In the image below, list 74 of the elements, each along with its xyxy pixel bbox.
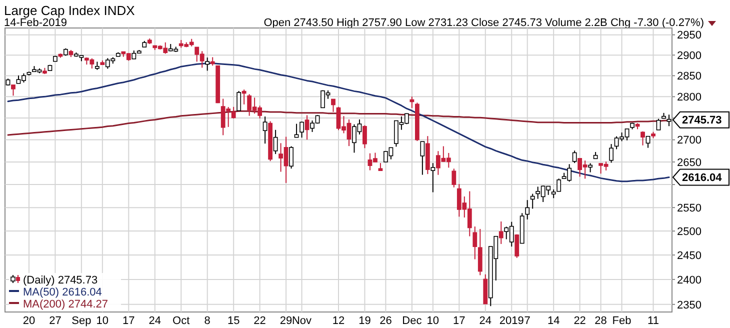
- x-tick-label: 20: [22, 315, 36, 327]
- y-tick-label: 2450: [677, 250, 702, 262]
- legend-label: MA(200) 2744.27: [23, 298, 108, 310]
- candlestick: [656, 118, 661, 130]
- x-tick-label: 24: [479, 315, 492, 327]
- x-tick-label: Nov: [292, 315, 312, 327]
- candlestick: [430, 162, 436, 193]
- x-tick-label: 24: [148, 315, 162, 327]
- x-tick-label: 10: [426, 315, 440, 327]
- x-tick-label: 19: [358, 315, 371, 327]
- x-tick-label: 22: [254, 315, 266, 327]
- x-tick-label: Feb: [612, 315, 632, 327]
- candlestick: [362, 124, 367, 149]
- x-tick-label: 15: [227, 315, 240, 327]
- legend-label: MA(50) 2616.04: [23, 286, 102, 298]
- y-tick-label: 2500: [677, 226, 702, 238]
- x-tick-label: 14: [547, 315, 560, 327]
- x-tick-label: 2019: [499, 315, 524, 327]
- candlestick: [572, 150, 577, 164]
- candlestick: [262, 116, 268, 144]
- candlestick: [588, 162, 593, 173]
- x-tick-label: 11: [648, 315, 659, 327]
- candlestick: [525, 200, 530, 220]
- candlestick: [242, 89, 246, 105]
- chart-subtitle: 14-Feb-2019: [4, 17, 67, 29]
- y-tick-label: 2400: [677, 274, 702, 286]
- chart-title: Large Cap Index INDX: [4, 3, 136, 18]
- y-tick-label: 2350: [677, 299, 702, 312]
- y-tick-label: 2550: [677, 202, 702, 214]
- y-tick-label: 2850: [677, 70, 702, 83]
- x-tick-label: 22: [574, 315, 586, 327]
- candlestick: [609, 144, 614, 164]
- candlestick: [420, 141, 425, 176]
- x-tick-label: 17: [122, 315, 135, 327]
- line-series: [7, 62, 670, 182]
- x-tick-label: Oct: [172, 315, 190, 327]
- x-tick-label: 12: [332, 315, 345, 327]
- annotation: Open 2743.50 High 2757.90 Low 2731.23 Close 2745.73 Volume 2.2B Chg -7.30 (-0.27%): [264, 17, 704, 29]
- x-tick-label: 29: [280, 315, 292, 327]
- y-tick-label: 2800: [677, 92, 702, 104]
- text: 2745.73: [682, 114, 722, 127]
- candlestick: [472, 226, 478, 260]
- candlestick: [11, 84, 16, 96]
- x-tick-label: Dec: [402, 315, 422, 327]
- x-tick-label: Sep: [72, 315, 92, 327]
- y-tick-label: 2900: [677, 50, 702, 62]
- y-tick-label: 2950: [677, 30, 702, 42]
- candlestick: [646, 136, 650, 148]
- x-tick-label: 26: [380, 315, 392, 327]
- y-tick-label: 2650: [677, 156, 702, 169]
- candlestick: [640, 130, 645, 146]
- candlestick: [289, 146, 294, 170]
- candlestick: [331, 98, 336, 112]
- text: 2616.04: [682, 172, 723, 184]
- candlestick: [304, 114, 310, 140]
- candlestick: [236, 90, 242, 112]
- candlestick: [498, 220, 504, 244]
- candlestick: [300, 121, 304, 138]
- candlestick: [514, 234, 520, 258]
- x-tick-label: 7: [524, 315, 530, 327]
- x-tick-label: 8: [204, 315, 210, 327]
- x-tick-label: 27: [49, 315, 62, 327]
- x-tick-label: 17: [453, 315, 466, 327]
- candlestick: [273, 129, 278, 155]
- candlestick: [478, 228, 482, 276]
- candlestick: [205, 57, 210, 72]
- candlestick: [410, 96, 414, 108]
- x-tick-label: 28: [594, 315, 607, 327]
- candlestick: [231, 106, 236, 119]
- x-tick-label: 10: [96, 315, 109, 327]
- candlestick: [452, 168, 456, 188]
- y-tick-label: 2700: [677, 134, 702, 147]
- candlestick: [530, 193, 535, 210]
- legend-label: (Daily) 2745.73: [23, 274, 98, 286]
